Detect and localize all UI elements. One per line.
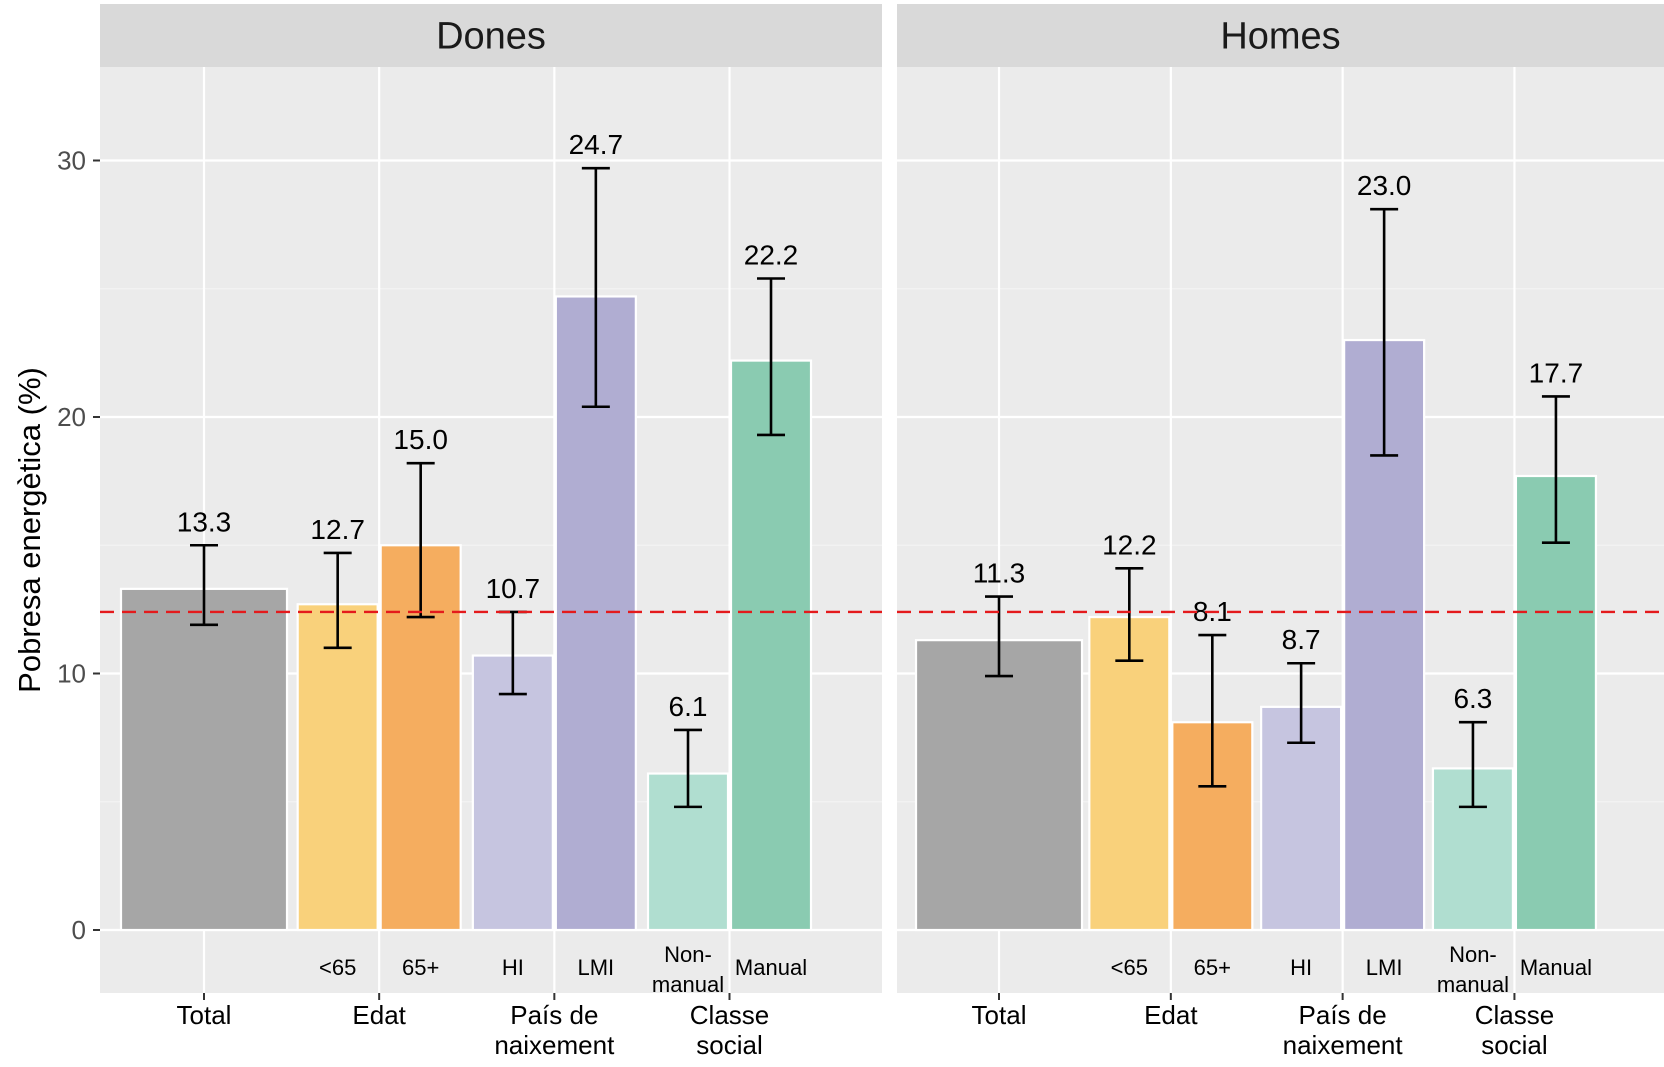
category-label-dones-manual: Manual <box>735 955 807 980</box>
data-label-dones-lmi: 24.7 <box>569 129 624 160</box>
bar-dones-lt65 <box>296 603 379 932</box>
group-label-homes-classe-social-line1: Classe <box>1475 1000 1554 1030</box>
category-label-homes-non-manual-line1: Non- <box>1449 942 1497 967</box>
category-label-dones-hi: HI <box>502 955 524 980</box>
facet-title-dones: Dones <box>436 16 546 58</box>
bar-dones-manual <box>729 359 813 932</box>
facet-strip-homes <box>897 4 1664 67</box>
y-tick-label-30: 30 <box>57 146 86 176</box>
category-label-dones-65plus: 65+ <box>402 955 439 980</box>
category-label-dones-lmi: LMI <box>577 955 614 980</box>
group-label-homes-pa-s-de-naixement-line2: naixement <box>1283 1030 1404 1060</box>
data-label-homes-lmi: 23.0 <box>1357 170 1412 201</box>
data-label-dones-hi: 10.7 <box>486 573 541 604</box>
bar-homes-total <box>914 639 1084 932</box>
category-label-homes-65plus: 65+ <box>1194 955 1231 980</box>
group-label-dones-classe-social-line1: Classe <box>690 1000 769 1030</box>
group-label-homes-total: Total <box>972 1000 1027 1030</box>
category-label-homes-lt65: <65 <box>1111 955 1148 980</box>
data-label-dones-total: 13.3 <box>177 506 232 537</box>
bar-dones-total <box>119 587 289 932</box>
category-label-homes-lmi: LMI <box>1366 955 1403 980</box>
group-label-dones-classe-social-line2: social <box>696 1030 762 1060</box>
facet-title-homes: Homes <box>1220 16 1340 58</box>
data-label-homes-total: 11.3 <box>973 558 1025 589</box>
category-label-homes-non-manual-line2: manual <box>1437 972 1509 997</box>
group-label-homes-pa-s-de-naixement-line1: País de <box>1299 1000 1387 1030</box>
data-label-homes-hi: 8.7 <box>1282 624 1321 655</box>
category-label-homes-manual: Manual <box>1520 955 1592 980</box>
bar-homes-lt65 <box>1088 615 1171 932</box>
y-tick-label-10: 10 <box>57 659 86 689</box>
y-tick-label-0: 0 <box>72 915 86 945</box>
bar-dones-lmi <box>554 295 637 932</box>
category-label-dones-lt65: <65 <box>319 955 356 980</box>
group-label-homes-classe-social-line2: social <box>1481 1030 1547 1060</box>
data-label-dones-non-manual: 6.1 <box>669 691 708 722</box>
y-tick-label-20: 20 <box>57 402 86 432</box>
data-label-dones-manual: 22.2 <box>744 239 799 270</box>
group-label-homes-edat: Edat <box>1144 1000 1198 1030</box>
category-label-dones-non-manual-line2: manual <box>652 972 724 997</box>
group-label-dones-pa-s-de-naixement-line2: naixement <box>494 1030 615 1060</box>
data-label-homes-manual: 17.7 <box>1529 357 1584 388</box>
data-label-homes-lt65: 12.2 <box>1102 529 1157 560</box>
bar-homes-manual <box>1514 474 1598 932</box>
category-label-homes-hi: HI <box>1290 955 1312 980</box>
data-label-homes-non-manual: 6.3 <box>1453 683 1492 714</box>
bar-dones-hi <box>471 654 554 932</box>
group-label-dones-pa-s-de-naixement-line1: País de <box>510 1000 598 1030</box>
data-label-dones-lt65: 12.7 <box>310 514 365 545</box>
y-axis-title: Pobresa energètica (%) <box>12 367 47 693</box>
group-label-dones-total: Total <box>177 1000 232 1030</box>
group-label-dones-edat: Edat <box>352 1000 406 1030</box>
data-label-dones-65plus: 15.0 <box>393 424 448 455</box>
category-label-dones-non-manual-line1: Non- <box>664 942 712 967</box>
facet-strip-dones <box>100 4 882 67</box>
